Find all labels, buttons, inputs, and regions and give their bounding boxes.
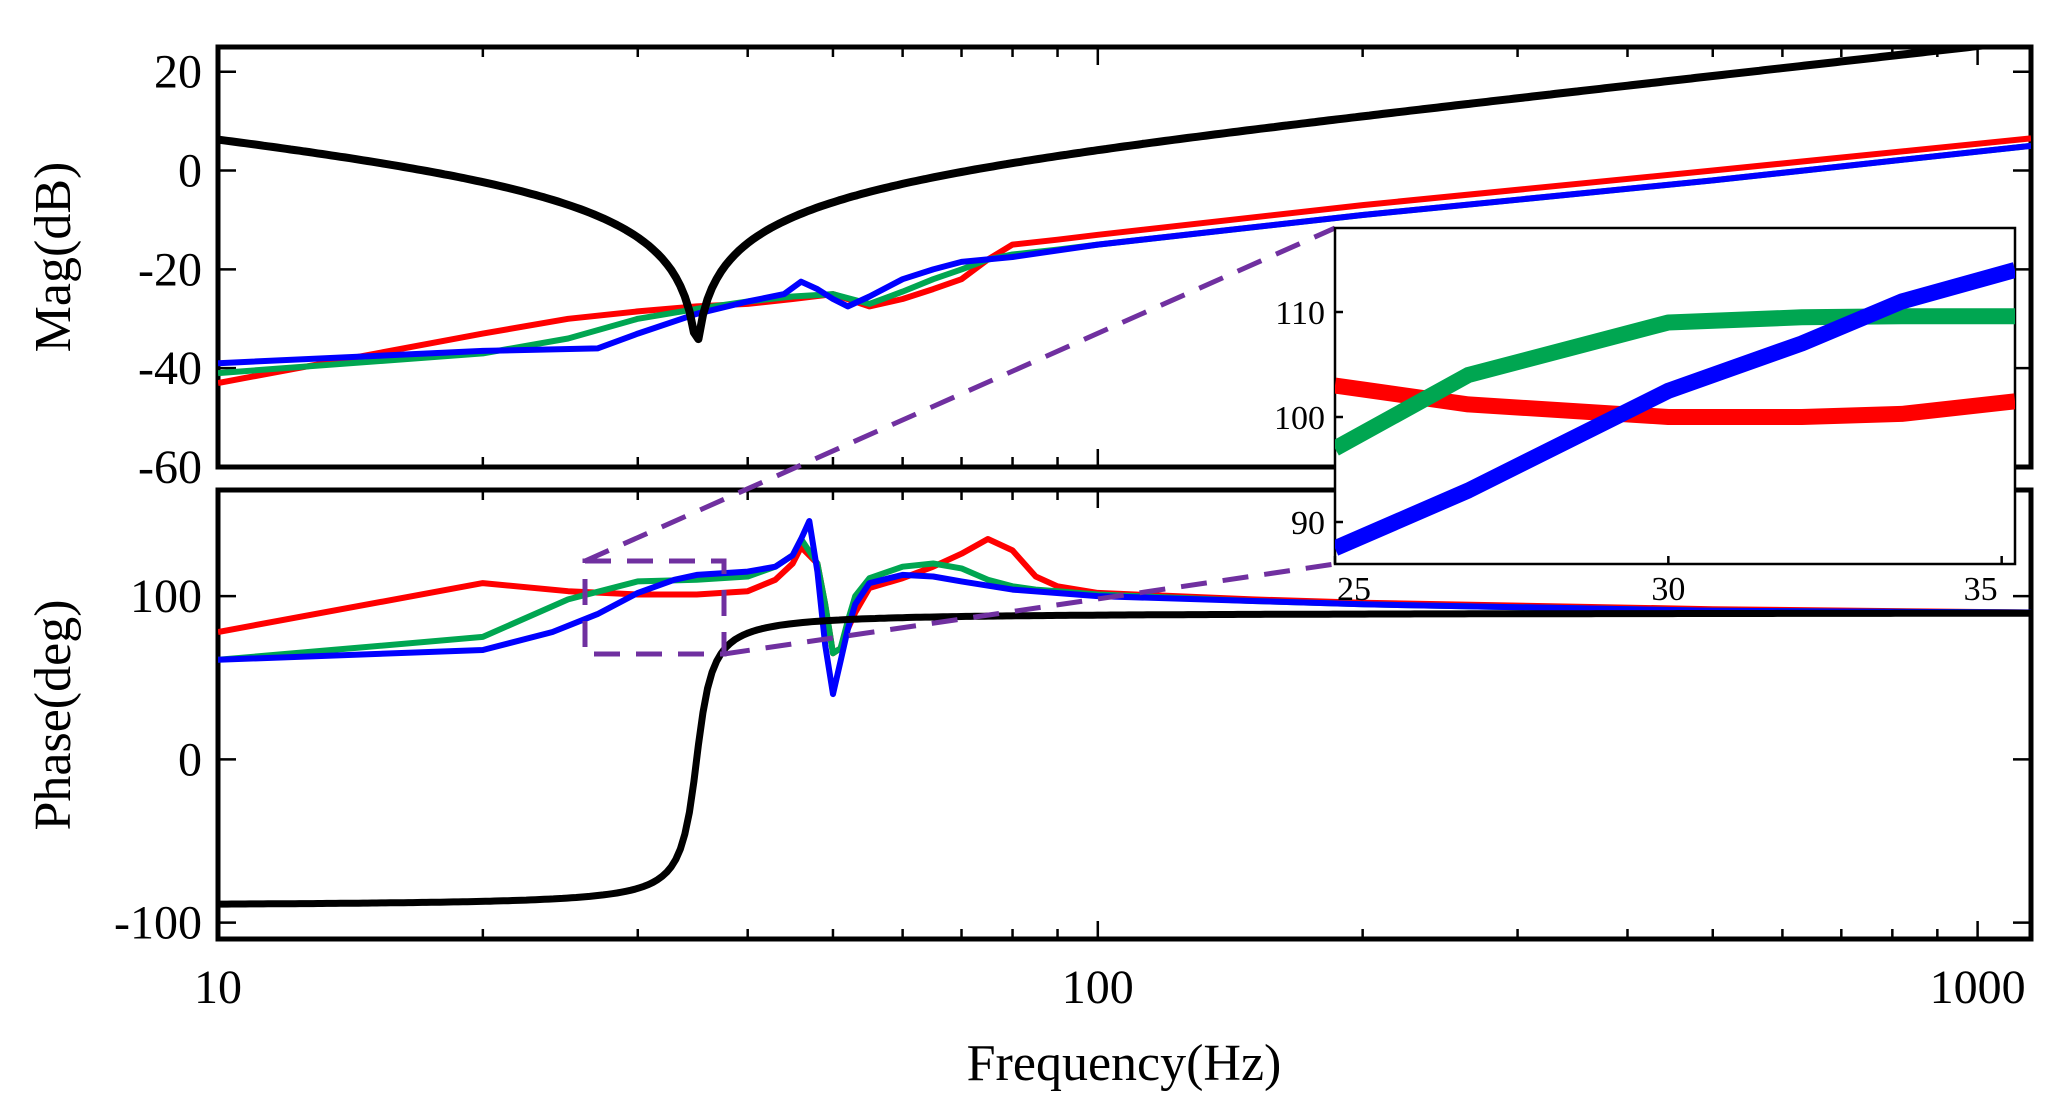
mag-line-black bbox=[218, 47, 2006, 344]
x-axis-label: Frequency(Hz) bbox=[967, 1035, 1282, 1092]
magnitude-frame bbox=[215, 44, 2034, 470]
inset-series bbox=[1335, 262, 2015, 556]
phase-frame bbox=[215, 487, 2034, 942]
magnitude-y-tick-label: -20 bbox=[138, 243, 202, 296]
phase-ticks: 100 0 -100 bbox=[114, 490, 2031, 950]
inset-line-red bbox=[1335, 377, 2015, 425]
inset-x-tick-label: 25 bbox=[1337, 571, 1371, 608]
zoom-connector-top bbox=[583, 225, 1337, 564]
x-tick-labels: 10 100 1000 bbox=[194, 961, 2026, 1014]
magnitude-series bbox=[218, 47, 2031, 386]
magnitude-y-tick-label: -40 bbox=[138, 342, 202, 395]
ph-line-blue bbox=[218, 518, 2031, 698]
magnitude-ticks: 20 0 -20 -40 -60 bbox=[138, 46, 2031, 494]
mag-line-red bbox=[218, 135, 2031, 386]
inset-panel: 25 30 35 90 100 110 bbox=[1274, 226, 2017, 608]
magnitude-y-tick-label: 20 bbox=[154, 46, 202, 99]
mag-line-blue bbox=[218, 142, 2031, 367]
zoom-box bbox=[582, 558, 727, 657]
x-tick-label: 10 bbox=[194, 961, 242, 1014]
ph-line-black bbox=[218, 609, 2031, 908]
x-tick-label: 100 bbox=[1062, 961, 1134, 1014]
zoom-indicator bbox=[582, 225, 1337, 657]
magnitude-y-tick-label: 0 bbox=[178, 145, 202, 198]
phase-y-tick-label: 0 bbox=[178, 733, 202, 786]
magnitude-panel: 20 0 -20 -40 -60 Mag(dB) bbox=[25, 44, 2034, 494]
phase-y-axis-label: Phase(deg) bbox=[25, 599, 82, 830]
phase-panel: 100 0 -100 Phase(deg) bbox=[25, 487, 2034, 950]
x-tick-label: 1000 bbox=[1930, 961, 2026, 1014]
inset-y-tick-label: 90 bbox=[1291, 505, 1325, 542]
inset-line-green bbox=[1335, 308, 2015, 456]
magnitude-y-axis-label: Mag(dB) bbox=[25, 162, 82, 353]
inset-x-tick-label: 30 bbox=[1651, 571, 1685, 608]
inset-ticks: 25 30 35 90 100 110 bbox=[1274, 295, 2003, 608]
inset-y-tick-label: 100 bbox=[1274, 400, 1325, 437]
magnitude-y-tick-label: -60 bbox=[138, 441, 202, 494]
zoom-connector-bottom bbox=[723, 561, 1336, 657]
phase-series bbox=[218, 518, 2031, 908]
inset-line-blue bbox=[1335, 262, 2015, 556]
inset-x-tick-label: 35 bbox=[1964, 571, 1998, 608]
inset-y-tick-label: 110 bbox=[1275, 295, 1325, 332]
phase-y-tick-label: -100 bbox=[114, 897, 202, 950]
phase-y-tick-label: 100 bbox=[130, 570, 202, 623]
